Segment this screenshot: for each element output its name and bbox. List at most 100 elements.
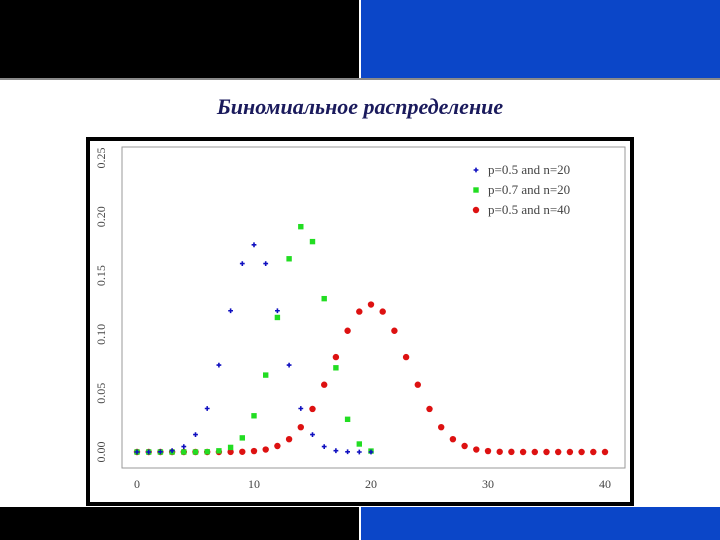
data-point bbox=[193, 432, 198, 437]
legend-marker bbox=[472, 206, 480, 214]
data-point bbox=[286, 362, 292, 368]
data-point bbox=[566, 448, 574, 456]
data-point bbox=[298, 406, 304, 411]
x-tick-label: 20 bbox=[365, 477, 377, 491]
points-layer bbox=[133, 223, 609, 456]
data-point bbox=[496, 448, 503, 455]
data-point bbox=[251, 242, 257, 248]
data-point bbox=[227, 444, 234, 451]
data-point bbox=[204, 406, 210, 411]
header-band bbox=[0, 0, 720, 78]
data-point bbox=[274, 314, 281, 321]
y-tick-label: 0.20 bbox=[94, 206, 108, 227]
legend-label: p=0.5 and n=20 bbox=[488, 162, 570, 177]
data-point bbox=[543, 448, 550, 456]
y-tick-label: 0.25 bbox=[94, 148, 108, 169]
data-point bbox=[309, 405, 316, 413]
data-point bbox=[239, 435, 245, 441]
data-point bbox=[321, 444, 327, 449]
data-point bbox=[332, 353, 340, 361]
data-point bbox=[309, 238, 316, 245]
data-point bbox=[298, 223, 304, 230]
data-point bbox=[297, 423, 304, 431]
data-point bbox=[216, 362, 222, 368]
data-point bbox=[146, 449, 152, 455]
data-point bbox=[601, 448, 609, 456]
data-point bbox=[414, 381, 421, 388]
legend-label: p=0.5 and n=40 bbox=[488, 202, 570, 217]
data-point bbox=[402, 353, 410, 361]
data-point bbox=[181, 444, 187, 449]
data-point bbox=[438, 423, 445, 431]
legend-label: p=0.7 and n=20 bbox=[488, 182, 570, 197]
footer-black-block bbox=[0, 507, 359, 540]
data-point bbox=[204, 449, 210, 455]
data-point bbox=[367, 301, 375, 308]
legend-marker bbox=[473, 167, 479, 173]
x-tick-label: 40 bbox=[599, 477, 611, 491]
data-point bbox=[461, 442, 468, 450]
data-point bbox=[275, 308, 280, 314]
legend-marker bbox=[473, 187, 479, 193]
footer-band bbox=[0, 507, 720, 540]
y-tick-label: 0.15 bbox=[94, 265, 108, 286]
header-divider bbox=[0, 78, 720, 80]
data-point bbox=[473, 446, 480, 453]
data-point bbox=[333, 365, 339, 371]
data-point bbox=[227, 448, 234, 456]
data-point bbox=[356, 308, 363, 315]
x-tick-label: 30 bbox=[482, 477, 494, 491]
data-point bbox=[263, 372, 269, 378]
plot-border bbox=[121, 146, 626, 469]
data-point bbox=[216, 448, 222, 454]
data-point bbox=[449, 435, 457, 443]
data-point bbox=[508, 448, 515, 456]
axis-layer: 0 10 20 30 40 0.00 0.05 0.10 0.15 0.20 0.25 bbox=[94, 148, 611, 492]
y-tick-label: 0.05 bbox=[94, 383, 108, 404]
data-point bbox=[158, 449, 163, 455]
data-point bbox=[356, 449, 362, 455]
data-point bbox=[590, 448, 597, 456]
data-point bbox=[321, 295, 327, 302]
data-point bbox=[286, 256, 292, 262]
data-point bbox=[228, 308, 233, 314]
data-point bbox=[192, 449, 199, 455]
binomial-scatter-chart: 0 10 20 30 40 0.00 0.05 0.10 0.15 0.20 0.25 p=0.5 … bbox=[90, 141, 630, 502]
data-point bbox=[344, 327, 351, 334]
data-point bbox=[250, 447, 258, 455]
data-point bbox=[578, 448, 585, 456]
data-point bbox=[263, 261, 269, 267]
chart-frame: 0 10 20 30 40 0.00 0.05 0.10 0.15 0.20 0.25 p=0.5 … bbox=[86, 137, 634, 506]
data-point bbox=[555, 448, 562, 456]
data-point bbox=[344, 416, 351, 423]
data-point bbox=[134, 449, 140, 455]
data-point bbox=[274, 442, 281, 450]
y-tick-label: 0.00 bbox=[94, 442, 108, 463]
data-point bbox=[251, 413, 257, 419]
data-point bbox=[262, 446, 269, 453]
header-blue-block bbox=[361, 0, 720, 78]
y-tick-label: 0.10 bbox=[94, 324, 108, 345]
data-point bbox=[333, 448, 339, 454]
header-black-block bbox=[0, 0, 359, 78]
slide-title: Биномиальное распределение bbox=[216, 94, 504, 119]
data-point bbox=[310, 432, 315, 437]
footer-blue-block bbox=[361, 507, 720, 540]
data-point bbox=[426, 405, 433, 413]
legend: p=0.5 and n=20 p=0.7 and n=20 p=0.5 and n=… bbox=[472, 162, 570, 217]
data-point bbox=[239, 261, 245, 267]
data-point bbox=[519, 448, 527, 456]
x-tick-label: 10 bbox=[248, 477, 260, 491]
data-point bbox=[169, 448, 175, 454]
data-point bbox=[356, 441, 362, 447]
data-point bbox=[181, 449, 187, 455]
data-point bbox=[379, 308, 386, 315]
data-point bbox=[368, 449, 374, 455]
data-point bbox=[321, 381, 328, 388]
data-point bbox=[391, 327, 398, 334]
data-point bbox=[531, 448, 538, 456]
data-point bbox=[345, 449, 350, 455]
data-point bbox=[239, 448, 246, 455]
data-point bbox=[484, 447, 492, 455]
x-tick-label: 0 bbox=[134, 477, 140, 491]
